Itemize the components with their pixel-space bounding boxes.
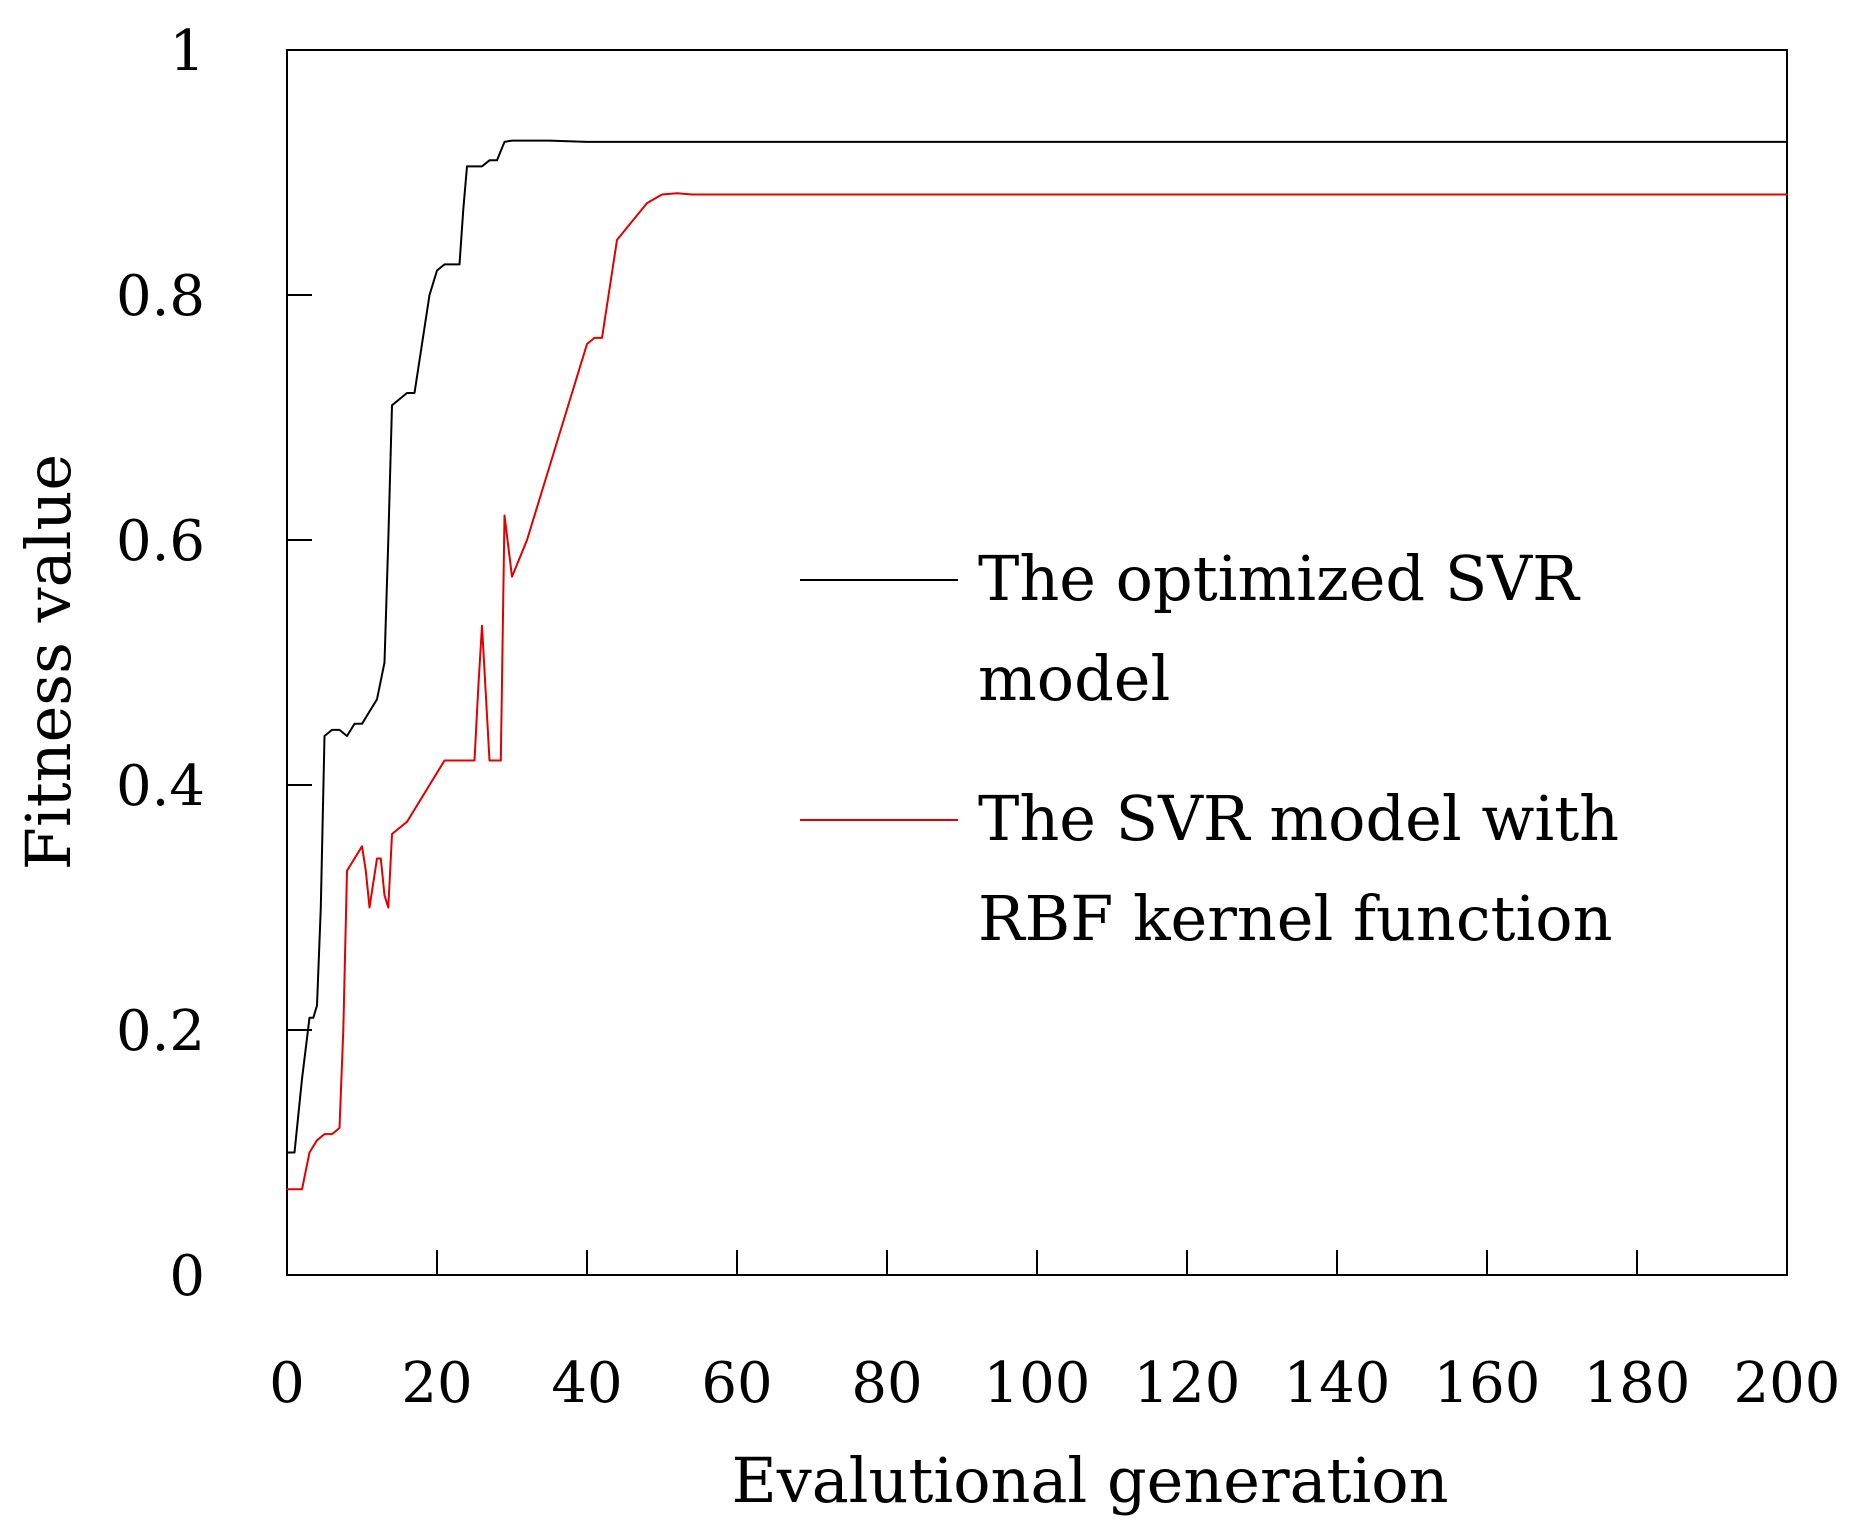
y-tick-label: 0.4 xyxy=(116,754,205,819)
y-tick-label: 0.2 xyxy=(116,999,205,1064)
series-line-svr-rbf xyxy=(286,192,1788,1191)
series-layer xyxy=(286,139,1788,1191)
x-axis-ticks: 0 20 40 60 80 100 120 140 160 180 200 xyxy=(269,1250,1840,1416)
x-tick-label: 20 xyxy=(401,1351,472,1416)
x-tick-label: 180 xyxy=(1584,1351,1691,1416)
x-tick-label: 80 xyxy=(851,1351,922,1416)
x-tick-label: 120 xyxy=(1134,1351,1241,1416)
x-axis-title: Evalutional generation xyxy=(731,1444,1448,1517)
legend: The optimized SVR model The SVR model with… xyxy=(800,542,1619,955)
legend-label: RBF kernel function xyxy=(978,882,1613,955)
x-tick-label: 0 xyxy=(269,1351,305,1416)
x-tick-label: 160 xyxy=(1434,1351,1541,1416)
y-axis-title: Fitness value xyxy=(12,454,85,870)
x-tick-label: 140 xyxy=(1284,1351,1391,1416)
legend-label: model xyxy=(978,642,1170,715)
y-axis-ticks: 0 0.2 0.4 0.6 0.8 1 xyxy=(116,19,312,1309)
y-tick-label: 0.6 xyxy=(116,509,205,574)
x-tick-label: 40 xyxy=(551,1351,622,1416)
x-tick-label: 100 xyxy=(984,1351,1091,1416)
x-tick-label: 60 xyxy=(701,1351,772,1416)
y-tick-label: 0 xyxy=(169,1244,205,1309)
legend-label: The SVR model with xyxy=(978,782,1619,855)
series-line-optimized-svr xyxy=(286,139,1788,1154)
legend-label: The optimized SVR xyxy=(978,542,1581,615)
y-tick-label: 1 xyxy=(169,19,205,84)
x-tick-label: 200 xyxy=(1734,1351,1841,1416)
y-tick-label: 0.8 xyxy=(116,264,205,329)
